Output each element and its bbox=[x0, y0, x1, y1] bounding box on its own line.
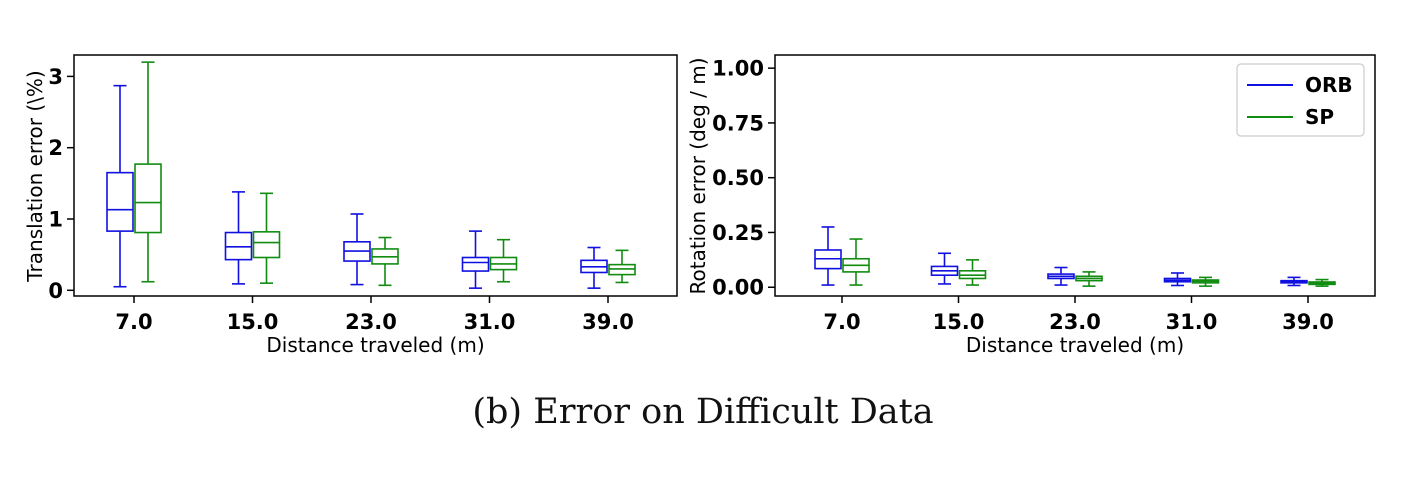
legend-label-sp: SP bbox=[1305, 105, 1334, 129]
legend-label-orb: ORB bbox=[1305, 73, 1353, 97]
box-orb-23.0 bbox=[1047, 266, 1075, 286]
x-tick-label: 23.0 bbox=[345, 310, 397, 334]
box-orb-7.0 bbox=[106, 84, 134, 288]
x-axis: 7.0 15.0 23.0 31.0 39.0 bbox=[115, 296, 634, 334]
box-sp-39.0 bbox=[608, 249, 636, 284]
box-orb-39.0 bbox=[1280, 276, 1308, 287]
x-tick-label: 39.0 bbox=[1282, 310, 1334, 334]
y-axis: 0.00 0.25 0.50 0.75 1.00 bbox=[712, 57, 775, 300]
y-tick-label: 0.50 bbox=[712, 166, 764, 190]
x-tick-label: 15.0 bbox=[933, 310, 985, 334]
box-sp-23.0 bbox=[371, 236, 399, 287]
y-tick-label: 1 bbox=[48, 207, 63, 231]
box-orb-31.0 bbox=[1163, 272, 1192, 287]
box-iqr bbox=[252, 231, 281, 259]
translation-error-chart: 0 1 2 3 7.0 15.0 23.0 31.0 39.0 Distance travel… bbox=[23, 54, 678, 357]
y-tick-label: 0.75 bbox=[712, 111, 764, 135]
box-plots bbox=[106, 61, 636, 289]
x-axis-label: Distance traveled (m) bbox=[266, 333, 484, 357]
rotation-error-chart: 0.00 0.25 0.50 0.75 1.00 7.0 15.0 23.0 31.0 39.0… bbox=[686, 54, 1376, 357]
box-sp-31.0 bbox=[489, 238, 518, 283]
x-tick-label: 7.0 bbox=[823, 310, 860, 334]
y-tick-label: 1.00 bbox=[712, 57, 764, 81]
box-orb-15.0 bbox=[224, 191, 253, 285]
box-sp-23.0 bbox=[1075, 271, 1103, 287]
box-iqr bbox=[106, 171, 134, 232]
x-tick-label: 39.0 bbox=[582, 310, 634, 334]
y-tick-label: 2 bbox=[48, 136, 63, 160]
y-tick-label: 0 bbox=[48, 279, 63, 303]
y-axis-label: Translation error (\%) bbox=[23, 70, 47, 282]
figure: 0 1 2 3 7.0 15.0 23.0 31.0 39.0 Distance travel… bbox=[23, 54, 1376, 357]
y-tick-label: 0.00 bbox=[712, 276, 764, 300]
x-axis-label: Distance traveled (m) bbox=[966, 333, 1184, 357]
figure-caption: (b) Error on Difficult Data bbox=[472, 392, 934, 432]
box-iqr bbox=[461, 256, 490, 272]
y-tick-label: 3 bbox=[48, 65, 63, 89]
x-axis: 7.0 15.0 23.0 31.0 39.0 bbox=[823, 296, 1334, 334]
box-sp-39.0 bbox=[1308, 278, 1336, 287]
x-tick-label: 15.0 bbox=[227, 310, 279, 334]
box-sp-15.0 bbox=[958, 259, 987, 286]
x-tick-label: 7.0 bbox=[115, 310, 152, 334]
box-iqr bbox=[134, 163, 162, 234]
legend: ORB SP bbox=[1236, 63, 1365, 137]
y-axis-label: Rotation error (deg / m) bbox=[686, 57, 710, 294]
box-orb-15.0 bbox=[930, 252, 959, 285]
box-orb-23.0 bbox=[343, 213, 371, 286]
box-sp-7.0 bbox=[134, 61, 162, 283]
box-sp-15.0 bbox=[252, 192, 281, 284]
y-tick-label: 0.25 bbox=[712, 221, 764, 245]
plot-frame bbox=[73, 54, 678, 297]
x-tick-label: 31.0 bbox=[464, 310, 516, 334]
box-orb-7.0 bbox=[814, 226, 842, 286]
box-orb-31.0 bbox=[461, 230, 490, 289]
box-sp-7.0 bbox=[842, 238, 870, 286]
box-orb-39.0 bbox=[580, 246, 608, 289]
box-plots bbox=[814, 226, 1336, 287]
x-tick-label: 23.0 bbox=[1049, 310, 1101, 334]
x-tick-label: 31.0 bbox=[1166, 310, 1218, 334]
y-axis: 0 1 2 3 bbox=[48, 65, 74, 303]
box-sp-31.0 bbox=[1191, 276, 1220, 287]
